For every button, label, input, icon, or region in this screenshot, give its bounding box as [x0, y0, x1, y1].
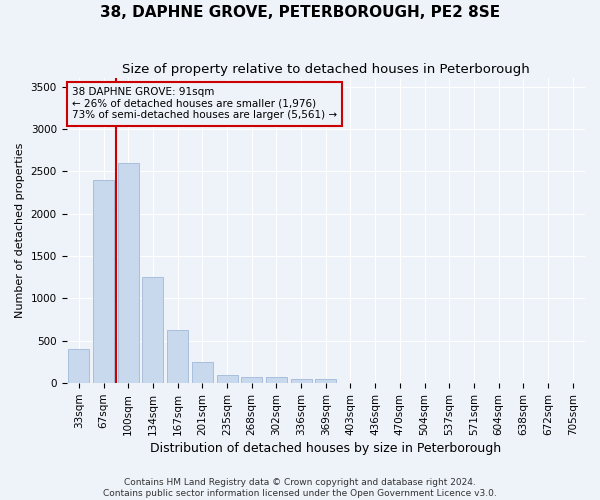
Bar [167, 330, 188, 383]
Text: 38 DAPHNE GROVE: 91sqm
← 26% of detached houses are smaller (1,976)
73% of semi-: 38 DAPHNE GROVE: 91sqm ← 26% of detached… [72, 87, 337, 120]
Text: Contains HM Land Registry data © Crown copyright and database right 2024.
Contai: Contains HM Land Registry data © Crown c… [103, 478, 497, 498]
Y-axis label: Number of detached properties: Number of detached properties [15, 143, 25, 318]
Title: Size of property relative to detached houses in Peterborough: Size of property relative to detached ho… [122, 62, 530, 76]
Bar [266, 377, 287, 383]
Bar [241, 377, 262, 383]
X-axis label: Distribution of detached houses by size in Peterborough: Distribution of detached houses by size … [150, 442, 502, 455]
Bar [118, 163, 139, 383]
Bar [93, 180, 114, 383]
Bar [68, 350, 89, 383]
Bar [142, 278, 163, 383]
Bar [290, 379, 311, 383]
Text: 38, DAPHNE GROVE, PETERBOROUGH, PE2 8SE: 38, DAPHNE GROVE, PETERBOROUGH, PE2 8SE [100, 5, 500, 20]
Bar [315, 379, 336, 383]
Bar [192, 362, 213, 383]
Bar [217, 374, 238, 383]
